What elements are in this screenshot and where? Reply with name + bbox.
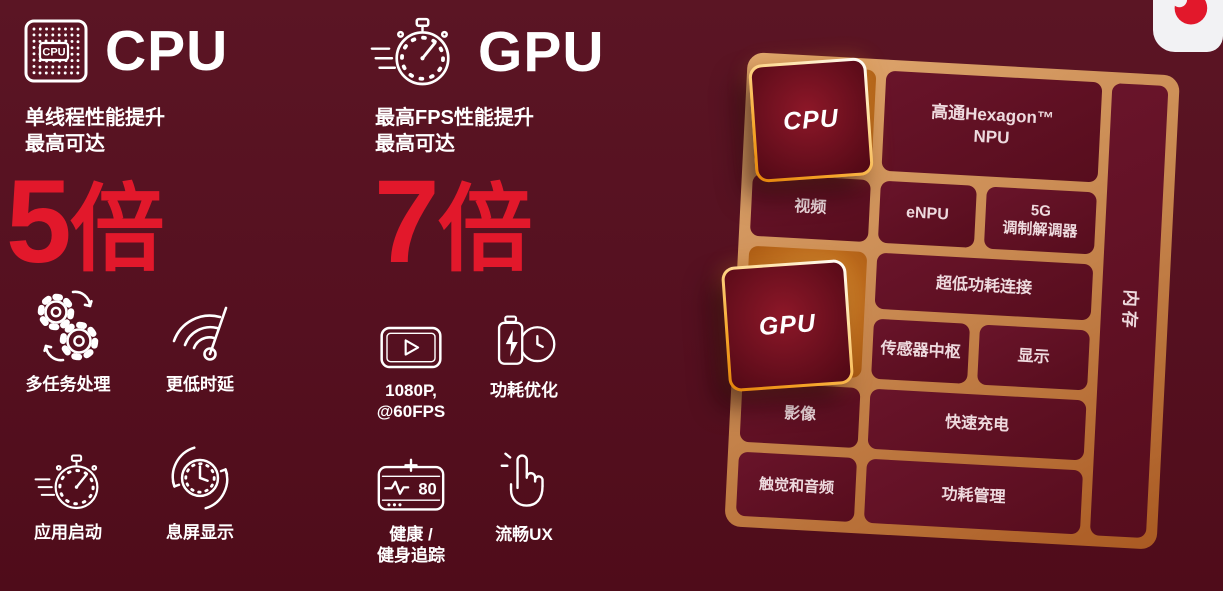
- block-hexagon-npu: 高通Hexagon™ NPU: [881, 70, 1103, 183]
- gpu-stat: 7倍: [374, 153, 533, 290]
- feature-power-optimization: 功耗优化: [478, 292, 570, 402]
- power-optimization-icon: [478, 292, 570, 370]
- block-power-management: 功耗管理: [863, 458, 1084, 535]
- cpu-die-label: CPU: [751, 60, 871, 180]
- gpu-subtitle: 最高FPS性能提升 最高可达: [375, 107, 534, 156]
- cpu-stat-unit: 倍: [69, 177, 165, 283]
- gpu-stat-unit: 倍: [437, 177, 533, 283]
- feature-always-on-display: 息屏显示: [146, 434, 254, 544]
- video-1080p-icon: [366, 292, 456, 370]
- health-tracking-icon: 80: [366, 436, 456, 514]
- gpu-stat-value: 7: [374, 156, 440, 288]
- gpu-section-header: GPU: [370, 16, 605, 89]
- cpu-subtitle: 单线程性能提升 最高可达: [25, 107, 165, 156]
- gpu-title: GPU: [478, 20, 605, 84]
- feature-smooth-ux: 流畅UX: [478, 436, 570, 546]
- block-sensor-hub: 传感器中枢: [871, 318, 971, 384]
- block-fast-charging: 快速充电: [867, 388, 1087, 461]
- app-launch-stopwatch-icon: [14, 434, 122, 512]
- speed-stopwatch-icon: [370, 16, 454, 89]
- gpu-die-chip: GPU: [720, 258, 855, 393]
- block-haptics-audio: 触觉和音频: [735, 451, 858, 523]
- cpu-title: CPU: [105, 18, 229, 83]
- cpu-die-chip: CPU: [748, 57, 874, 183]
- cpu-section-header: CPU CPU: [23, 18, 228, 84]
- cpu-stat-value: 5: [6, 156, 72, 288]
- smooth-ux-hand-icon: [478, 436, 570, 514]
- feature-multitasking: 多任务处理: [14, 286, 122, 396]
- multitask-gears-icon: [14, 286, 122, 364]
- feature-1080p-60fps: 1080P, @60FPS: [366, 292, 456, 422]
- block-5g-modem: 5G 调制解调器: [983, 186, 1097, 255]
- block-video: 视频: [749, 173, 871, 243]
- always-on-display-icon: [146, 434, 254, 512]
- low-latency-icon: [146, 286, 254, 364]
- snapdragon-logo-badge: [1153, 0, 1223, 52]
- cpu-stat: 5倍: [6, 153, 165, 290]
- block-enpu: eNPU: [877, 180, 977, 248]
- feature-health-tracking: 80 健康 / 健身追踪: [366, 436, 456, 566]
- block-display: 显示: [977, 324, 1091, 391]
- feature-app-launch: 应用启动: [14, 434, 122, 544]
- block-imaging: 影像: [739, 381, 861, 449]
- gpu-die-label: GPU: [723, 261, 852, 390]
- svg-text:CPU: CPU: [42, 47, 65, 59]
- block-memory: 内存: [1089, 83, 1169, 539]
- cpu-chip-icon: CPU: [23, 18, 89, 84]
- svg-text:80: 80: [418, 480, 436, 499]
- block-low-power-connectivity: 超低功耗连接: [874, 252, 1094, 321]
- feature-lower-latency: 更低时延: [146, 286, 254, 396]
- snapdragon-fireball-icon: [1171, 0, 1208, 25]
